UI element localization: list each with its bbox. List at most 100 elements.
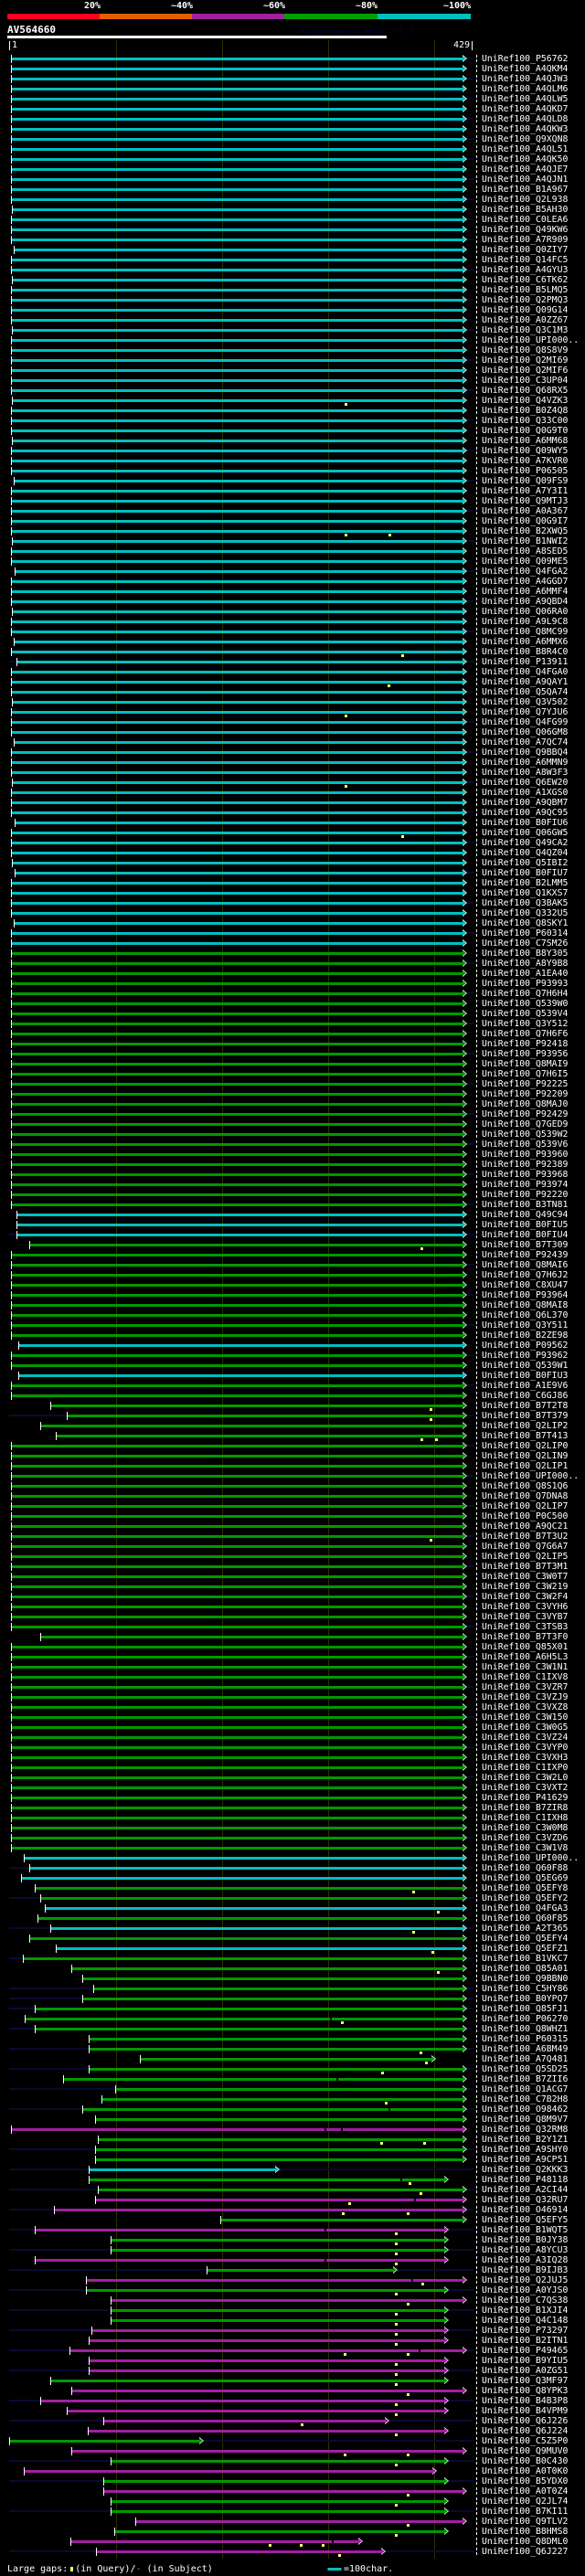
hit-label[interactable]: UniRef100_Q539V6 xyxy=(482,1140,569,1150)
alignment-bar[interactable] xyxy=(11,490,463,493)
alignment-bar[interactable] xyxy=(111,2299,463,2302)
hit-label[interactable]: UniRef100_A9SHY0 xyxy=(482,2145,569,2155)
hit-row[interactable]: UniRef100_A7KVR0 xyxy=(0,456,585,466)
alignment-bar[interactable] xyxy=(11,681,463,684)
hit-label[interactable]: UniRef100_Q09WY5 xyxy=(482,446,569,456)
hit-row[interactable]: UniRef100_A6MMN9 xyxy=(0,758,585,768)
hit-row[interactable]: UniRef100_C3W2L0 xyxy=(0,1773,585,1783)
hit-row[interactable]: UniRef100_P56762 xyxy=(0,54,585,64)
hit-row[interactable]: UniRef100_Q5QA74 xyxy=(0,687,585,697)
alignment-bar[interactable] xyxy=(34,2259,444,2262)
alignment-bar[interactable] xyxy=(14,872,463,875)
hit-row[interactable]: UniRef100_Q49C94 xyxy=(0,1210,585,1220)
hit-label[interactable]: UniRef100_Q2LIP5 xyxy=(482,1552,569,1562)
alignment-bar[interactable] xyxy=(11,78,463,80)
hit-row[interactable]: UniRef100_A2T365 xyxy=(0,1924,585,1934)
alignment-bar[interactable] xyxy=(11,1666,463,1669)
hit-row[interactable]: UniRef100_A7Q481 xyxy=(0,2054,585,2064)
hit-label[interactable]: UniRef100_A9L9C8 xyxy=(482,617,569,627)
hit-row[interactable]: UniRef100_A9QBD4 xyxy=(0,597,585,607)
hit-row[interactable]: UniRef100_Q85FJ1 xyxy=(0,2004,585,2014)
hit-label[interactable]: UniRef100_A4GYU3 xyxy=(482,265,569,275)
alignment-bar[interactable] xyxy=(89,2048,463,2051)
hit-row[interactable]: UniRef100_Q5EFY5 xyxy=(0,2215,585,2225)
alignment-bar[interactable] xyxy=(11,1827,463,1829)
hit-row[interactable]: UniRef100_B7T413 xyxy=(0,1431,585,1441)
alignment-bar[interactable] xyxy=(12,279,463,281)
hit-label[interactable]: UniRef100_Q5EFY8 xyxy=(482,1883,569,1893)
hit-label[interactable]: UniRef100_Q6J224 xyxy=(482,2426,569,2436)
alignment-bar[interactable] xyxy=(111,2460,444,2463)
alignment-bar[interactable] xyxy=(11,98,463,101)
hit-label[interactable]: UniRef100_Q2LIP1 xyxy=(482,1461,569,1471)
hit-row[interactable]: UniRef100_B5LMQ5 xyxy=(0,285,585,295)
alignment-bar[interactable] xyxy=(11,1334,463,1337)
hit-label[interactable]: UniRef100_C3W2F4 xyxy=(482,1592,569,1602)
hit-row[interactable]: UniRef100_A4QK50 xyxy=(0,154,585,164)
alignment-bar[interactable] xyxy=(71,2390,463,2392)
alignment-bar[interactable] xyxy=(11,620,463,623)
hit-label[interactable]: UniRef100_A2T365 xyxy=(482,1924,569,1934)
alignment-bar[interactable] xyxy=(11,1113,463,1116)
alignment-bar[interactable] xyxy=(11,1043,463,1045)
hit-label[interactable]: UniRef100_B2ZE98 xyxy=(482,1330,569,1341)
hit-label[interactable]: UniRef100_C8XU47 xyxy=(482,1280,569,1290)
hit-row[interactable]: UniRef100_A0A367 xyxy=(0,506,585,516)
alignment-bar[interactable] xyxy=(111,2319,444,2322)
hit-row[interactable]: UniRef100_Q1ACG7 xyxy=(0,2084,585,2094)
hit-row[interactable]: UniRef100_B0FIU4 xyxy=(0,1230,585,1240)
hit-label[interactable]: UniRef100_A4QKD7 xyxy=(482,104,569,114)
hit-row[interactable]: UniRef100_Q4FGA3 xyxy=(0,1903,585,1913)
hit-row[interactable]: UniRef100_C3W2F4 xyxy=(0,1592,585,1602)
alignment-bar[interactable] xyxy=(71,2450,463,2453)
hit-label[interactable]: UniRef100_C3VYP0 xyxy=(482,1743,569,1753)
hit-label[interactable]: UniRef100_Q539W2 xyxy=(482,1129,569,1140)
hit-label[interactable]: UniRef100_UPI000.. xyxy=(482,335,580,345)
hit-row[interactable]: UniRef100_Q0ZIY7 xyxy=(0,245,585,255)
alignment-bar[interactable] xyxy=(11,1153,463,1156)
alignment-bar[interactable] xyxy=(85,2279,463,2282)
alignment-bar[interactable] xyxy=(11,1103,463,1106)
hit-row[interactable]: UniRef100_Q49KW6 xyxy=(0,225,585,235)
hit-row[interactable]: UniRef100_P0C500 xyxy=(0,1511,585,1521)
hit-row[interactable]: UniRef100_C7QS38 xyxy=(0,2295,585,2306)
hit-row[interactable]: UniRef100_Q8S1Q6 xyxy=(0,1481,585,1491)
hit-label[interactable]: UniRef100_Q06RA0 xyxy=(482,607,569,617)
alignment-bar[interactable] xyxy=(11,1626,463,1628)
hit-label[interactable]: UniRef100_Q7H6H4 xyxy=(482,989,569,999)
alignment-bar[interactable] xyxy=(11,912,463,915)
alignment-bar[interactable] xyxy=(87,2430,444,2433)
hit-row[interactable]: UniRef100_P48118 xyxy=(0,2175,585,2185)
alignment-bar[interactable] xyxy=(82,1998,463,2000)
hit-row[interactable]: UniRef100_C3W1N1 xyxy=(0,1662,585,1672)
alignment-bar[interactable] xyxy=(11,1595,463,1598)
alignment-bar[interactable] xyxy=(11,691,463,694)
alignment-bar[interactable] xyxy=(39,1897,463,1900)
hit-label[interactable]: UniRef100_Q3Y512 xyxy=(482,1019,569,1029)
alignment-bar[interactable] xyxy=(111,2239,444,2242)
hit-label[interactable]: UniRef100_B8R4C0 xyxy=(482,647,569,657)
hit-label[interactable]: UniRef100_B0Z4Q8 xyxy=(482,406,569,416)
hit-label[interactable]: UniRef100_Q8WHZ1 xyxy=(482,2024,569,2034)
alignment-bar[interactable] xyxy=(11,1726,463,1729)
alignment-bar[interactable] xyxy=(11,1324,463,1327)
hit-row[interactable]: UniRef100_B7T3F0 xyxy=(0,1632,585,1642)
hit-row[interactable]: UniRef100_C3W0M8 xyxy=(0,1823,585,1833)
hit-label[interactable]: UniRef100_C7SM26 xyxy=(482,938,569,949)
hit-row[interactable]: UniRef100_A1XGS0 xyxy=(0,788,585,798)
hit-row[interactable]: UniRef100_A9SHY0 xyxy=(0,2145,585,2155)
hit-row[interactable]: UniRef100_P92225 xyxy=(0,1079,585,1089)
hit-row[interactable]: UniRef100_Q2LIP1 xyxy=(0,1461,585,1471)
alignment-bar[interactable] xyxy=(13,480,463,482)
alignment-bar[interactable] xyxy=(103,2490,463,2493)
alignment-bar[interactable] xyxy=(9,2440,199,2443)
hit-label[interactable]: UniRef100_B7T3U2 xyxy=(482,1532,569,1542)
alignment-bar[interactable] xyxy=(11,711,463,714)
hit-label[interactable]: UniRef100_Q2JL74 xyxy=(482,2496,569,2507)
hit-row[interactable]: UniRef100_Q5EG69 xyxy=(0,1873,585,1883)
alignment-bar[interactable] xyxy=(11,1776,463,1779)
hit-row[interactable]: UniRef100_Q6L370 xyxy=(0,1310,585,1320)
hit-label[interactable]: UniRef100_Q6J227 xyxy=(482,2547,569,2557)
hit-row[interactable]: UniRef100_C7SM26 xyxy=(0,938,585,949)
hit-row[interactable]: UniRef100_P93962 xyxy=(0,1351,585,1361)
